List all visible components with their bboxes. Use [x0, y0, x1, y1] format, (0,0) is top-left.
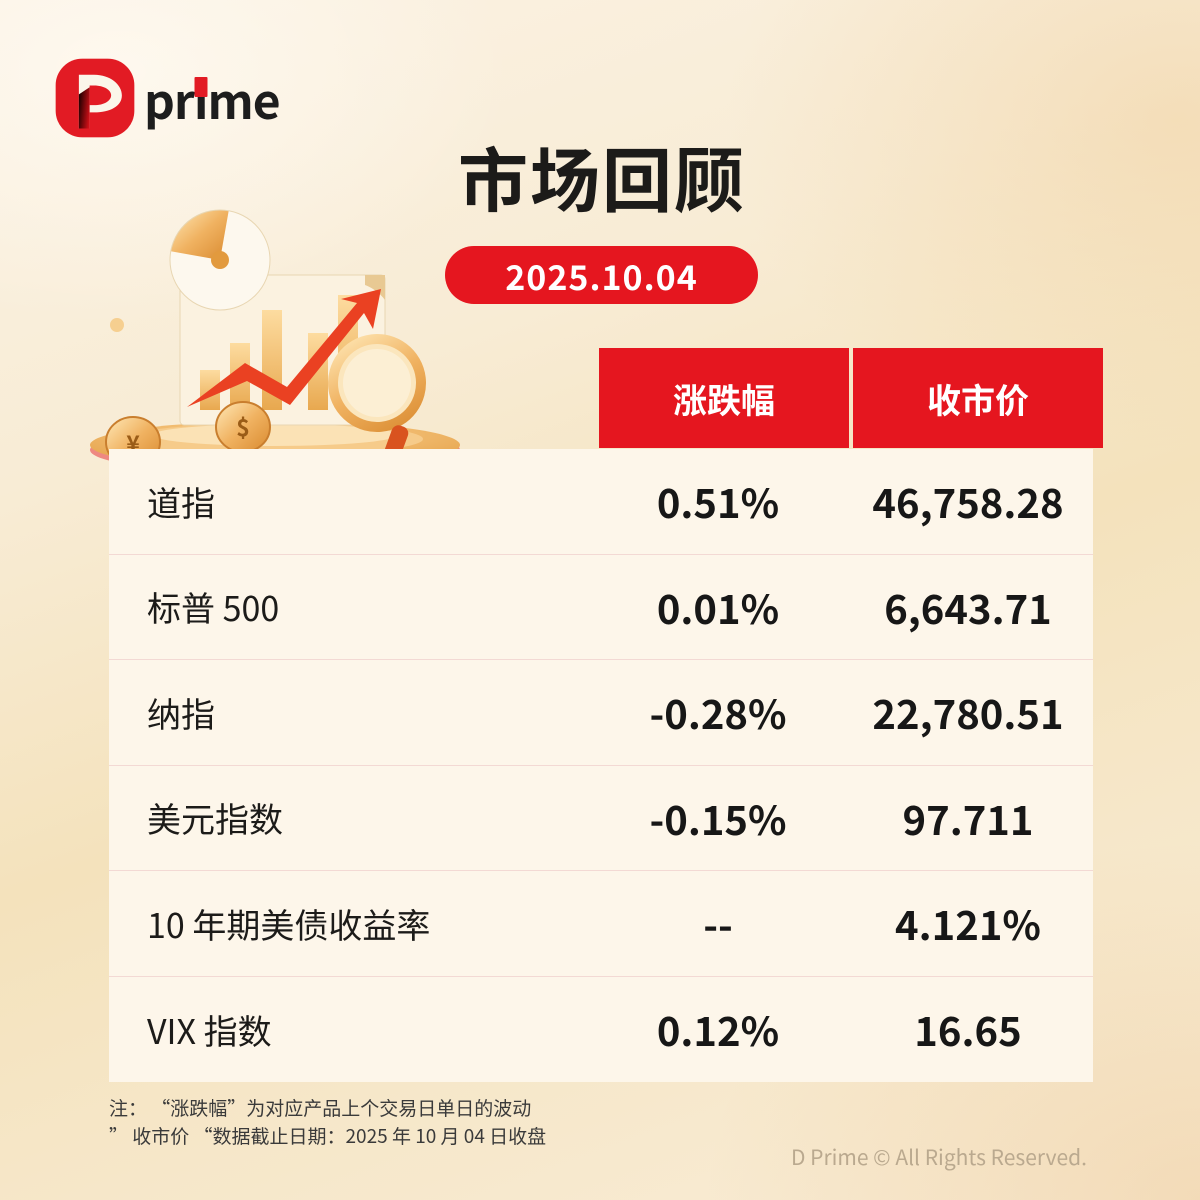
svg-text:$: $	[236, 409, 250, 443]
